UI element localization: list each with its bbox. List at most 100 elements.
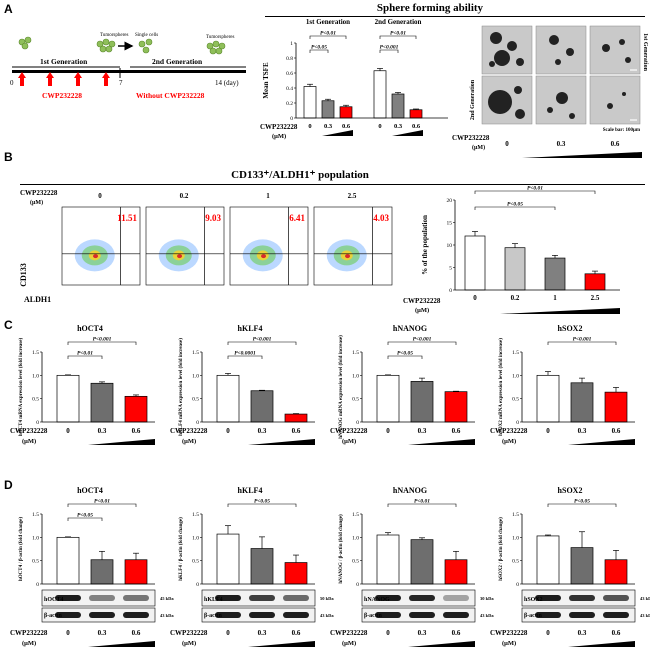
mrna_sox2-p-value: P<0.001 bbox=[573, 337, 592, 343]
cd133-bar bbox=[544, 257, 566, 291]
tsfe-x-tick-label: 0.3 bbox=[394, 123, 403, 130]
mrna_klf4-bar bbox=[250, 390, 274, 423]
mrna_nanog-title: hNANOG bbox=[393, 324, 427, 333]
mrna_oct4-y-tick-label: 1.5 bbox=[32, 350, 39, 356]
flow-dose-label: 0 bbox=[98, 192, 102, 200]
mrna_nanog-y-tick-label: 0.5 bbox=[352, 397, 359, 403]
wb_nanog-x-tick-label: 0.3 bbox=[418, 629, 427, 637]
wb_klf4-bar bbox=[216, 533, 240, 585]
panel-label-b: B bbox=[4, 150, 13, 164]
wb_sox2-p-value: P<0.05 bbox=[574, 499, 590, 505]
wb_sox2-title: hSOX2 bbox=[558, 486, 583, 495]
tsfe-2-p-value: P<0.01 bbox=[390, 31, 406, 37]
mrna_nanog-significance-bracket bbox=[387, 355, 423, 359]
tsfe-x-tick-label: 0 bbox=[378, 123, 381, 130]
wb_sox2-y-tick-label: 0.5 bbox=[512, 559, 519, 565]
wb_oct4-blot-band bbox=[55, 595, 81, 601]
tsfe-1-significance-bracket bbox=[309, 35, 347, 39]
wb_oct4-y-tick-label: 0 bbox=[36, 582, 39, 588]
tsfe-x-tick-label: 0.3 bbox=[324, 123, 333, 130]
wb_nanog-x-title: CWP232228 bbox=[330, 629, 368, 637]
day-0-label: 0 bbox=[10, 79, 14, 87]
tsfe-2-bar bbox=[391, 93, 405, 119]
flow-density-peak bbox=[261, 254, 267, 259]
mrna_nanog-x-tick-label: 0 bbox=[386, 427, 390, 435]
wb_nanog-dose-wedge bbox=[408, 641, 475, 647]
mrna_nanog-p-value: P<0.05 bbox=[397, 351, 413, 357]
wb-klf4-chart: hKLF4 hKLF4 / β-actin (fold change) 0 0.5 1.… bbox=[170, 486, 334, 647]
mrna_sox2-dose-wedge bbox=[568, 439, 635, 445]
wb_klf4-x-tick-label: 0 bbox=[226, 629, 230, 637]
treatment-label: CWP232228 bbox=[42, 91, 82, 100]
wb_oct4-x-title: CWP232228 bbox=[10, 629, 48, 637]
wb_nanog-blot-band bbox=[443, 595, 469, 601]
mrna_sox2-y-tick-label: 0 bbox=[516, 420, 519, 426]
wb_nanog-y-tick-label: 1.0 bbox=[352, 535, 359, 541]
mrna_klf4-significance-bracket bbox=[227, 355, 263, 359]
wb_nanog-blot-band bbox=[409, 595, 435, 601]
flow-quadrant-value: 9.03 bbox=[205, 213, 221, 223]
flow-cytometry-panel: CWP232228 (μM) 0 11.51 0.2 9.03 1 6.41 2.5 4.03 CD… bbox=[19, 189, 393, 304]
tumorsphere bbox=[507, 41, 517, 51]
tumorsphere bbox=[488, 90, 512, 114]
cd133-bar bbox=[504, 247, 526, 291]
no-treatment-label: Without CWP232228 bbox=[136, 91, 205, 100]
cd133-y-tick-label: 20 bbox=[447, 198, 453, 204]
cd133-p-value: P<0.01 bbox=[527, 186, 543, 192]
wb_sox2-bar bbox=[570, 547, 594, 585]
mrna_oct4-p-value: P<0.001 bbox=[93, 337, 112, 343]
panel-label-a: A bbox=[4, 2, 13, 16]
wb_sox2-y-label: hSOX2 / β-actin (fold change) bbox=[499, 517, 504, 581]
wb_sox2-x-tick-label: 0.3 bbox=[578, 629, 587, 637]
tsfe-1-p-value: P<0.05 bbox=[311, 45, 327, 51]
tumorsphere bbox=[622, 92, 626, 96]
cd133-y-tick-label: 15 bbox=[447, 221, 453, 227]
flow-row-label: CWP232228 bbox=[20, 189, 58, 197]
wb_sox2-bar bbox=[604, 559, 628, 585]
wb_sox2-blot-band bbox=[535, 595, 561, 601]
mrna_nanog-y-label: hNANOG mRNA expression level (fold incre… bbox=[339, 335, 344, 439]
tumorsphere bbox=[602, 44, 610, 52]
wb_sox2-actin-band bbox=[603, 612, 629, 618]
wb_nanog-y-tick-label: 0.5 bbox=[352, 559, 359, 565]
wb_sox2-blot-band bbox=[603, 595, 629, 601]
tsfe-x-tick-label: 0.6 bbox=[412, 123, 421, 130]
tsfe-y-tick-label: 0.2 bbox=[286, 101, 293, 107]
tsfe-y-tick-label: 0.4 bbox=[286, 86, 293, 92]
mrna_sox2-x-title: CWP232228 bbox=[490, 427, 528, 435]
mrna_klf4-y-label: hKLF4 mRNA expression level (fold increa… bbox=[179, 338, 184, 436]
wb_oct4-x-tick-label: 0.6 bbox=[132, 629, 141, 637]
wb_oct4-x-tick-label: 0.3 bbox=[98, 629, 107, 637]
mrna_sox2-bar bbox=[604, 391, 628, 423]
wb_klf4-bar bbox=[250, 548, 274, 585]
tumorsphere bbox=[494, 50, 510, 66]
mrna_sox2-y-tick-label: 1.5 bbox=[512, 350, 519, 356]
wb_sox2-significance-bracket bbox=[547, 503, 617, 507]
wb_nanog-actin-kda: 43 kDa bbox=[480, 613, 494, 618]
tsfe-1-significance-bracket bbox=[309, 49, 329, 53]
wb_klf4-p-value: P<0.05 bbox=[254, 499, 270, 505]
wb_sox2-x-tick-label: 0.6 bbox=[612, 629, 621, 637]
tumorsphere bbox=[514, 86, 522, 94]
tsfe-1-p-value: P<0.01 bbox=[320, 31, 336, 37]
cd133-x-unit: (μM) bbox=[415, 307, 429, 314]
wb_nanog-y-label: hNANOG / β-actin (fold change) bbox=[339, 514, 344, 584]
wb_klf4-x-tick-label: 0.3 bbox=[258, 629, 267, 637]
tsfe-1-bar bbox=[339, 106, 353, 119]
flow-density-peak bbox=[345, 254, 351, 259]
flow-quadrant-value: 4.03 bbox=[373, 213, 389, 223]
mrna_klf4-x-title: CWP232228 bbox=[170, 427, 208, 435]
wb_klf4-x-unit: (μM) bbox=[182, 640, 196, 647]
mrna_sox2-x-tick-label: 0.3 bbox=[578, 427, 587, 435]
tumorsphere bbox=[566, 48, 574, 56]
sphere-image-panel bbox=[481, 25, 533, 75]
tumorsphere bbox=[549, 35, 559, 45]
wb_klf4-bar bbox=[284, 562, 308, 585]
mrna_sox2-x-unit: (μM) bbox=[502, 438, 516, 445]
mrna_nanog-x-tick-label: 0.6 bbox=[452, 427, 461, 435]
mrna_nanog-bar bbox=[444, 391, 468, 423]
wb_klf4-actin-label: β-actin bbox=[204, 613, 222, 619]
wb_sox2-actin-label: β-actin bbox=[524, 613, 542, 619]
wb_klf4-actin-band bbox=[215, 612, 241, 618]
cd133-significance-bracket bbox=[474, 206, 556, 210]
